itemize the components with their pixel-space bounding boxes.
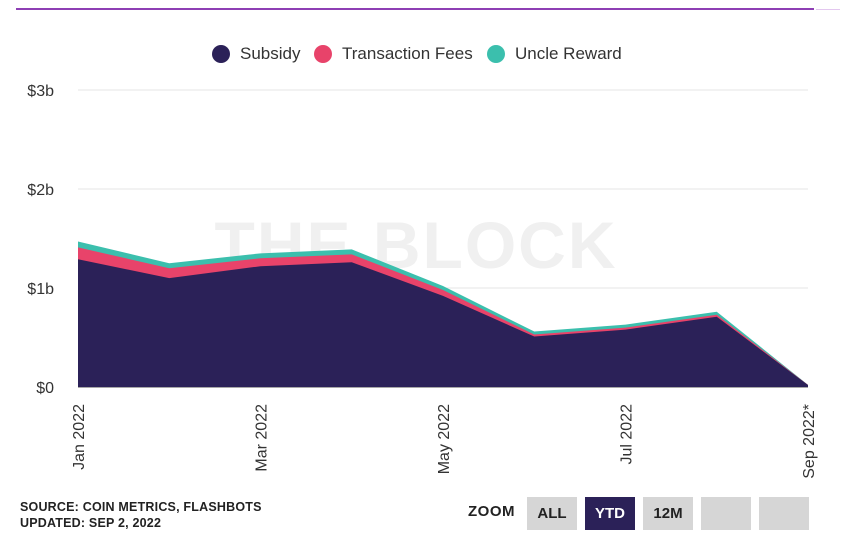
top-accent-line-faint xyxy=(816,9,840,10)
zoom-empty-button-2[interactable] xyxy=(759,497,809,530)
source-text: SOURCE: COIN METRICS, FLASHBOTS xyxy=(20,500,262,514)
legend-item-transaction-fees[interactable]: Transaction Fees xyxy=(314,40,473,68)
zoom-label: ZOOM xyxy=(468,503,515,520)
updated-text: UPDATED: SEP 2, 2022 xyxy=(20,516,162,530)
zoom-all-button[interactable]: ALL xyxy=(527,497,577,530)
legend-label-uncle-reward: Uncle Reward xyxy=(515,44,622,63)
legend-dot-uncle-reward xyxy=(487,45,505,63)
legend-item-subsidy[interactable]: Subsidy xyxy=(212,40,300,68)
legend-label-subsidy: Subsidy xyxy=(240,44,301,63)
y-tick-label: $1b xyxy=(27,281,54,298)
chart-legend: Subsidy Transaction Fees Uncle Reward xyxy=(0,40,868,68)
top-accent-line xyxy=(16,8,814,10)
x-tick-label: May 2022 xyxy=(436,404,453,474)
x-tick-label: Jul 2022 xyxy=(619,404,636,465)
chart-footer: SOURCE: COIN METRICS, FLASHBOTS UPDATED:… xyxy=(20,499,262,531)
legend-dot-transaction-fees xyxy=(314,45,332,63)
x-axis-labels: Jan 2022 Mar 2022 May 2022 Jul 2022 Sep 2022… xyxy=(71,404,818,479)
zoom-12m-button[interactable]: 12M xyxy=(643,497,693,530)
stacked-areas[interactable] xyxy=(78,241,808,387)
legend-item-uncle-reward[interactable]: Uncle Reward xyxy=(487,40,622,68)
y-tick-label: $3b xyxy=(27,83,54,100)
y-axis-labels: $0 $1b $2b $3b xyxy=(27,83,54,397)
y-tick-label: $0 xyxy=(36,380,54,397)
zoom-empty-button-1[interactable] xyxy=(701,497,751,530)
x-tick-label: Sep 2022* xyxy=(801,404,818,479)
legend-dot-subsidy xyxy=(212,45,230,63)
area-subsidy[interactable] xyxy=(78,259,808,387)
zoom-ytd-button[interactable]: YTD xyxy=(585,497,635,530)
y-tick-label: $2b xyxy=(27,182,54,199)
x-tick-label: Mar 2022 xyxy=(254,404,271,472)
legend-label-transaction-fees: Transaction Fees xyxy=(342,44,473,63)
x-tick-label: Jan 2022 xyxy=(71,404,88,470)
